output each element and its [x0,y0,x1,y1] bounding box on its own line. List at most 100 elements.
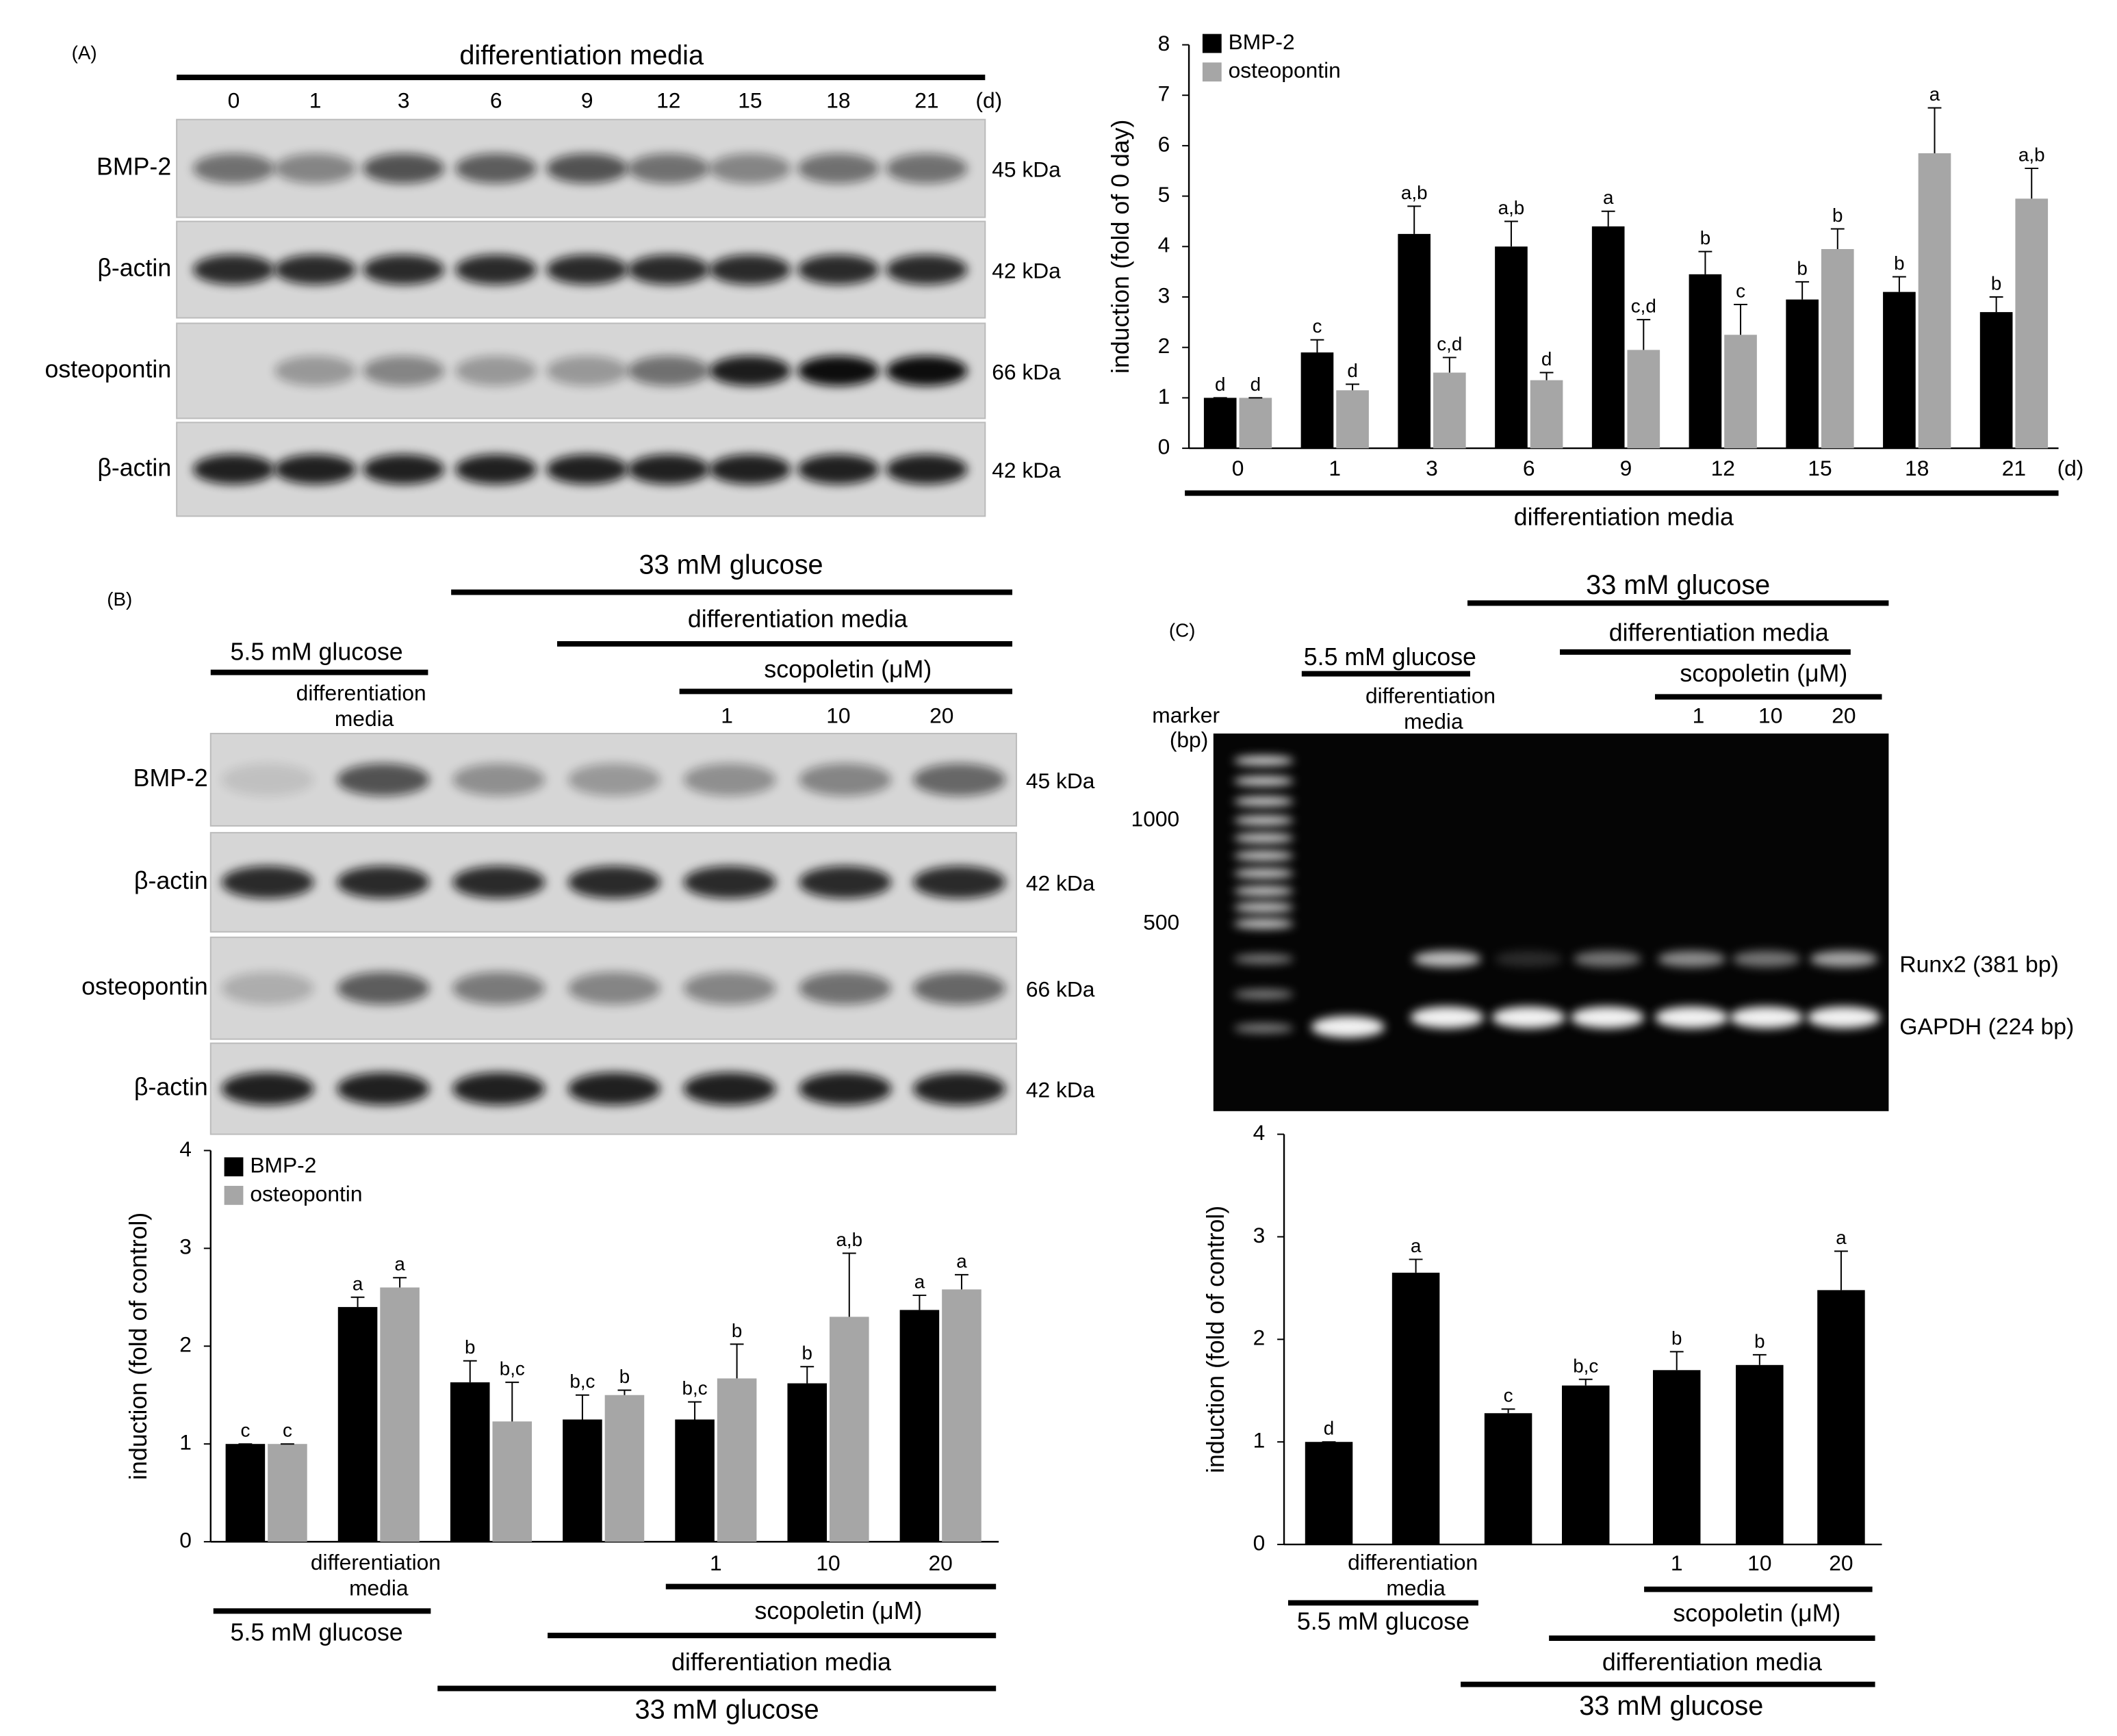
band [221,763,314,796]
significance-letter: d [1250,374,1261,395]
panel-label: (B) [107,588,132,610]
error-bar [350,1296,365,1308]
error-bar [505,1382,519,1422]
x-tick-label: 21 [2002,456,2026,480]
band [628,153,710,183]
bar [604,1395,645,1542]
x-tick-label: 1 [710,1551,722,1575]
band [683,866,776,899]
bar [225,1444,266,1542]
x-tick-label: 20 [929,1551,953,1575]
row-label: BMP-2 [133,764,208,792]
band [1494,950,1563,968]
significance-letter: a [914,1271,925,1292]
band [886,454,968,484]
band [337,972,430,1005]
error-bar [463,1360,477,1383]
error-bar [800,1366,814,1384]
bar [942,1289,981,1542]
error-bar [955,1273,968,1290]
marker-band [1233,833,1294,843]
band [1730,1006,1804,1028]
significance-letter: a [1836,1227,1847,1248]
band [363,255,445,285]
bar [337,1307,378,1542]
x-tick-label: 10 [1747,1551,1771,1575]
significance-letter: c [1736,281,1745,302]
lane-label: 9 [581,88,593,112]
bar [1724,335,1757,449]
error-bar [1669,1351,1684,1371]
group-label: differentiation media [688,606,908,633]
bar [492,1421,533,1542]
band [886,255,968,285]
band [363,356,445,386]
bar [1817,1290,1865,1545]
y-tick-label: 3 [1253,1223,1266,1247]
legend-label: osteopontin [1229,58,1341,83]
bar [1484,1413,1532,1545]
bar [1433,372,1466,449]
significance-letter: c [283,1420,292,1441]
marker-band [1233,816,1294,825]
y-tick-label: 0 [1158,434,1170,458]
significance-letter: a,b [1401,182,1428,203]
significance-letter: a,b [2018,144,2045,166]
significance-letter: b [1671,1327,1682,1349]
band [1491,1006,1565,1028]
error-bar [730,1343,744,1379]
band [452,972,546,1005]
significance-letter: b [1754,1330,1765,1351]
band [452,866,546,899]
band [628,356,710,386]
significance-letter: a,b [836,1229,862,1250]
error-bar [575,1394,589,1420]
band [221,866,314,899]
band [799,972,892,1005]
marker-band [1233,755,1294,766]
significance-letter: d [1541,348,1552,370]
error-bar [1637,319,1651,350]
group-label: 33 mM glucose [639,549,823,580]
band [363,454,445,484]
band [797,153,880,183]
significance-letter: b [1832,205,1843,226]
band [1732,950,1801,968]
lane-label: differentiation media [1365,684,1502,734]
x-tick-label: 3 [1426,456,1438,480]
bar [1300,352,1334,449]
error-bar [1698,250,1712,274]
band [1311,1015,1385,1038]
bar [1627,350,1660,449]
band [455,153,537,183]
error-bar [1927,107,1942,153]
legend-swatch [1202,34,1222,53]
error-bar [1834,1250,1848,1291]
band [1573,950,1642,968]
bar [1305,1442,1353,1545]
bar [2015,198,2049,449]
y-axis-label: induction (fold of 0 day) [1107,120,1134,374]
band [192,454,275,484]
significance-letter: a,b [1498,197,1525,218]
marker-band [1233,776,1294,786]
row-label: β-actin [97,454,171,481]
band [455,255,537,285]
bar [899,1310,940,1542]
significance-letter: b,c [500,1358,525,1379]
significance-letter: c,d [1437,333,1462,354]
group-label: differentiation media [1514,504,1734,531]
bar [268,1444,307,1542]
size-label: 42 kDa [992,258,1061,283]
bar [563,1419,602,1542]
marker-band [1233,903,1294,913]
bar [1398,233,1431,449]
y-tick-label: 8 [1158,31,1170,55]
band [455,356,537,386]
group-label: scopoletin (μM) [1673,1600,1840,1627]
group-label: differentiation media [1602,1648,1822,1676]
error-bar [1504,220,1518,247]
row-label: osteopontin [45,355,172,383]
